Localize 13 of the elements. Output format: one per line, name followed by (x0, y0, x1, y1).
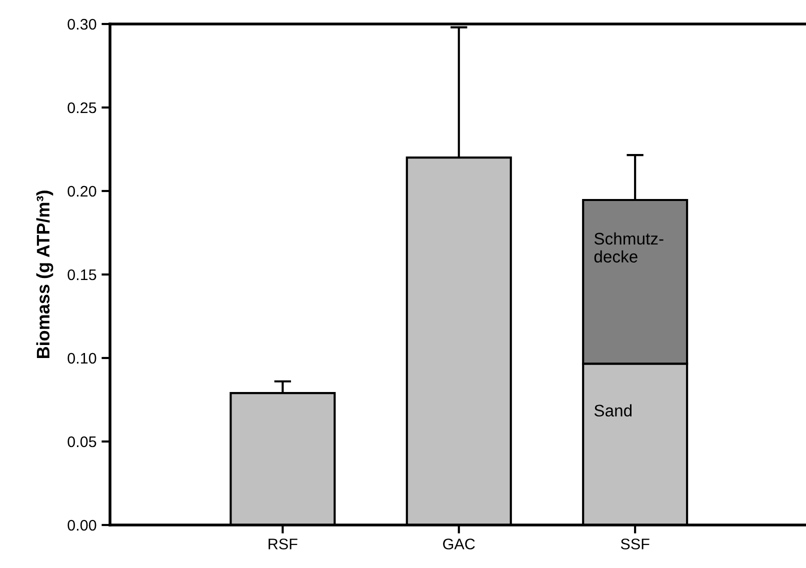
y-tick-label: 0.20 (68, 186, 96, 197)
y-axis-title: Biomass (g ATP/m³) (36, 190, 54, 358)
x-tick-label: RSF (268, 538, 298, 550)
x-tick-label: SSF (620, 538, 650, 550)
y-tick-label: 0.15 (68, 269, 96, 280)
y-tick-label: 0.30 (68, 18, 96, 30)
series-label: Sand (594, 404, 632, 417)
y-tick-label: 0.00 (68, 520, 96, 531)
y-tick-label: 0.25 (68, 102, 96, 114)
x-tick-label: GAC (443, 538, 475, 550)
series-label: Schmutz- decke (594, 232, 664, 263)
y-tick-label: 0.10 (68, 352, 96, 364)
y-tick-label: 0.05 (68, 436, 96, 448)
